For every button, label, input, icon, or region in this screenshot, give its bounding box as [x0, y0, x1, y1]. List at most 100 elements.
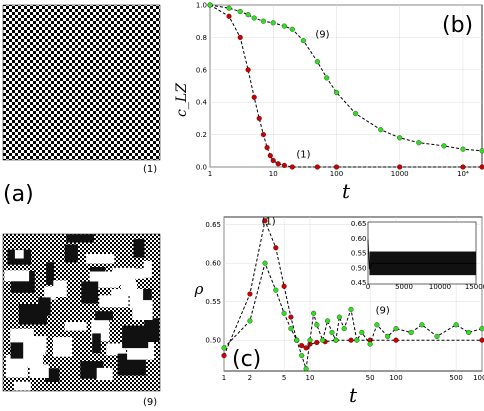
chart-c: 1 5 10 50 100 500 1000 2 0.50 0.55 0.60 0.65 t ρ (1) (9…	[194, 216, 484, 407]
lattice-cluster	[31, 336, 47, 352]
data-point	[256, 115, 262, 121]
data-point	[237, 34, 243, 40]
x-tick-label: 1	[208, 170, 212, 178]
data-point	[393, 337, 399, 343]
x-tick-label: 10	[269, 170, 278, 178]
y-axis-label: c_LZ	[174, 83, 190, 117]
data-point	[311, 310, 317, 316]
data-point	[325, 318, 331, 324]
data-point	[267, 153, 273, 159]
data-point	[281, 283, 287, 289]
lattice-cluster	[5, 355, 28, 378]
data-point	[453, 322, 459, 328]
annotation-9: (9)	[376, 305, 390, 316]
data-point	[460, 146, 466, 152]
lattice-cluster	[14, 250, 24, 259]
data-point	[348, 337, 354, 343]
y-tick-label: 0.60	[205, 260, 221, 268]
y-tick-label: 1.0	[196, 2, 207, 10]
data-point	[207, 2, 213, 8]
panel-label-a: (a)	[3, 182, 34, 207]
data-point	[260, 132, 266, 138]
x-tick-label: 5	[282, 374, 286, 382]
data-point	[221, 345, 227, 351]
lattice-cluster	[38, 297, 51, 316]
data-point	[324, 75, 330, 81]
x-tick-label: 1000	[473, 374, 484, 382]
data-point	[333, 89, 340, 96]
data-point	[251, 94, 257, 100]
data-point	[397, 135, 403, 141]
data-point	[299, 353, 305, 359]
data-point	[247, 318, 253, 324]
data-point	[262, 218, 268, 224]
lattice-cluster	[106, 343, 126, 356]
data-point	[303, 345, 309, 351]
lattice-cluster	[53, 280, 67, 297]
lattice-cluster	[86, 254, 115, 264]
x-tick-label: 2	[248, 374, 252, 382]
data-point	[348, 306, 354, 312]
x-tick-label: 1	[222, 374, 226, 382]
inset-x-tick: 0	[366, 283, 370, 291]
lattice-cluster	[122, 325, 149, 349]
data-point	[245, 12, 251, 18]
panel-label-c: (c)	[232, 347, 261, 372]
lattice-image-1	[2, 4, 161, 161]
lattice-cluster	[53, 337, 73, 357]
data-point	[281, 23, 287, 29]
data-point	[333, 337, 339, 343]
x-tick-label: 500	[449, 374, 462, 382]
x-tick-label: 50	[366, 374, 375, 382]
data-point	[288, 326, 294, 332]
data-point	[341, 326, 347, 332]
lattice-cluster	[111, 289, 129, 308]
data-point	[262, 260, 268, 266]
y-tick-label: 0.2	[196, 131, 207, 139]
data-point	[314, 59, 320, 65]
data-point	[260, 18, 266, 24]
x-tick-label: 1000	[391, 170, 409, 178]
data-point	[329, 329, 335, 336]
data-point	[307, 337, 313, 343]
y-tick-label: 0.4	[196, 99, 208, 107]
x-axis-label: t	[349, 383, 358, 407]
data-point	[434, 333, 440, 339]
lattice-cluster	[13, 381, 31, 391]
lattice-cluster	[64, 322, 87, 331]
data-point	[245, 67, 251, 73]
y-tick-label: 0.65	[205, 221, 221, 229]
data-point	[300, 38, 306, 44]
data-point	[226, 13, 232, 19]
data-point	[378, 127, 384, 133]
data-point	[281, 162, 287, 168]
y-tick-label: 0.50	[205, 337, 221, 345]
image-caption-9: (9)	[143, 397, 157, 408]
data-point	[314, 339, 320, 346]
data-point	[466, 329, 472, 336]
lattice-cluster	[10, 342, 24, 359]
lattice-cluster	[121, 268, 145, 279]
inset-y-tick: 0.50	[351, 264, 367, 272]
x-axis-label: t	[342, 179, 351, 203]
data-point	[479, 337, 484, 343]
data-point	[479, 164, 484, 170]
lattice-cluster	[132, 300, 153, 320]
data-point	[237, 8, 243, 15]
data-point	[289, 164, 295, 170]
inset-y-tick: 0.55	[351, 250, 367, 258]
data-point	[221, 353, 227, 359]
data-point	[275, 161, 281, 167]
lattice-cluster	[133, 239, 145, 258]
data-point	[273, 287, 279, 293]
plot-area	[209, 4, 483, 168]
data-point	[314, 322, 320, 328]
x-tick-label: 100	[389, 374, 402, 382]
lattice-clusters	[4, 234, 160, 391]
data-point	[419, 322, 425, 328]
data-point	[273, 245, 279, 251]
inset-y-tick: 0.65	[351, 220, 367, 228]
lattice-cluster	[29, 364, 49, 378]
